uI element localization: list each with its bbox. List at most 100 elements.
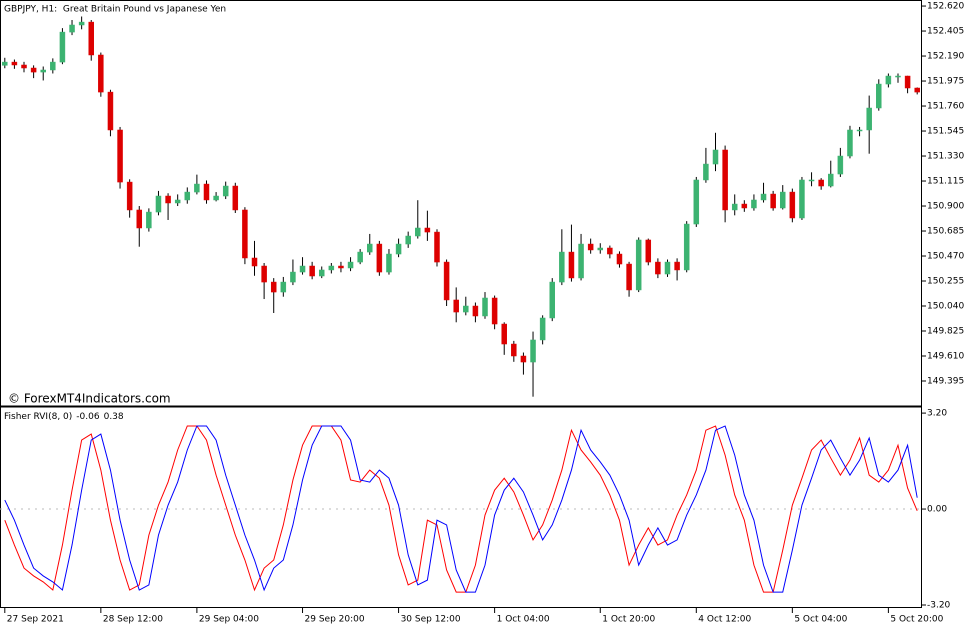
candle-body: [40, 69, 46, 73]
candle-body: [760, 193, 767, 201]
candle-body: [578, 243, 584, 279]
candle-body: [712, 149, 719, 165]
candle-body: [126, 181, 133, 211]
y-tick-label: 150.040: [927, 302, 964, 312]
candle-body: [309, 265, 315, 277]
candle-body: [69, 24, 75, 33]
candle-body: [50, 61, 56, 71]
y-tick-label: 150.470: [927, 252, 964, 262]
candle-body: [463, 305, 469, 313]
indicator-value: 0.38: [104, 412, 124, 422]
candle-body: [261, 265, 267, 283]
x-tick-label: 29 Sep 20:00: [305, 615, 365, 625]
candle-body: [549, 281, 555, 319]
candle-body: [11, 61, 18, 66]
y-tick-label: 151.330: [927, 152, 964, 162]
candle-body: [607, 247, 613, 255]
candle-body: [174, 199, 181, 204]
candle-body: [367, 243, 373, 253]
candle-body: [482, 297, 488, 317]
candle-body: [117, 129, 123, 183]
y-tick-label: 150.685: [927, 227, 964, 237]
y-tick-label: 152.620: [927, 2, 964, 12]
candle-body: [828, 173, 834, 187]
candle-body: [683, 223, 690, 271]
candle-body: [664, 261, 671, 275]
candle-body: [847, 129, 853, 157]
candle-body: [232, 185, 239, 211]
x-tick-label: 30 Sep 12:00: [401, 615, 461, 625]
candle-body: [789, 191, 796, 219]
y-tick-label: -3.20: [927, 601, 951, 611]
y-tick-label: 151.115: [927, 177, 964, 187]
candle-body: [491, 297, 498, 325]
candle-body: [626, 263, 632, 291]
x-tick-label: 28 Sep 12:00: [103, 615, 163, 625]
x-tick-label: 29 Sep 04:00: [199, 615, 259, 625]
candle-body: [751, 199, 757, 209]
indicator-line: [4, 425, 918, 593]
y-tick-label: 0.00: [927, 505, 947, 515]
candle-body: [213, 195, 219, 201]
x-tick-label: 5 Oct 04:00: [794, 615, 847, 625]
candle-body: [318, 269, 325, 277]
candle-body: [59, 31, 66, 63]
y-tick-label: 149.825: [927, 327, 964, 337]
candle-body: [453, 299, 459, 313]
frame: [0, 0, 922, 608]
watermark: © ForexMT4Indicators.com: [8, 392, 171, 406]
candle-body: [616, 253, 623, 265]
candle-body: [107, 91, 114, 131]
candle-body: [395, 243, 402, 255]
candle-body: [530, 339, 536, 363]
indicator-line: [4, 425, 918, 593]
x-tick-label: 27 Sep 2021: [7, 615, 64, 625]
candle-body: [722, 149, 728, 211]
candle-body: [280, 281, 287, 293]
candle-body: [2, 61, 8, 66]
candle-body: [520, 355, 527, 363]
candle-body: [885, 75, 892, 85]
indicator-label: Fisher RVI(8, 0) -0.06 0.38: [4, 412, 124, 422]
candle-body: [194, 183, 200, 193]
candle-body: [914, 87, 920, 93]
candle-body: [856, 129, 863, 132]
candle-body: [799, 179, 805, 219]
candle-body: [98, 54, 104, 93]
candle-body: [30, 67, 37, 73]
y-tick-label: 151.975: [927, 77, 964, 87]
candle-body: [21, 64, 27, 69]
candle-body: [424, 227, 431, 233]
y-tick-label: 149.610: [927, 352, 964, 362]
y-tick-label: 151.760: [927, 102, 964, 112]
candle-body: [242, 209, 248, 259]
y-tick-label: 3.20: [927, 409, 947, 419]
candle-body: [347, 261, 354, 269]
y-tick-label: 152.405: [927, 27, 964, 37]
candle-body: [299, 265, 306, 273]
x-tick-label: 5 Oct 20:00: [890, 615, 943, 625]
candle-body: [434, 231, 440, 263]
candle-body: [405, 235, 411, 245]
candle-body: [376, 243, 383, 273]
candle-body: [146, 211, 152, 229]
candle-body: [587, 243, 594, 251]
candle-body: [357, 251, 363, 263]
candle-body: [78, 21, 85, 26]
y-tick-label: 152.190: [927, 52, 964, 62]
candle-body: [703, 163, 709, 181]
y-tick-label: 150.255: [927, 277, 964, 287]
candle-body: [501, 323, 507, 345]
candle-body: [895, 75, 901, 78]
candle-body: [539, 317, 546, 341]
x-tick-label: 4 Oct 12:00: [698, 615, 751, 625]
candle-body: [731, 203, 738, 211]
y-tick-label: 149.395: [927, 377, 964, 387]
x-tick-label: 1 Oct 04:00: [497, 615, 550, 625]
candle-body: [559, 251, 565, 283]
candle-body: [904, 75, 911, 89]
candle-body: [222, 185, 229, 197]
candle-body: [693, 179, 700, 225]
